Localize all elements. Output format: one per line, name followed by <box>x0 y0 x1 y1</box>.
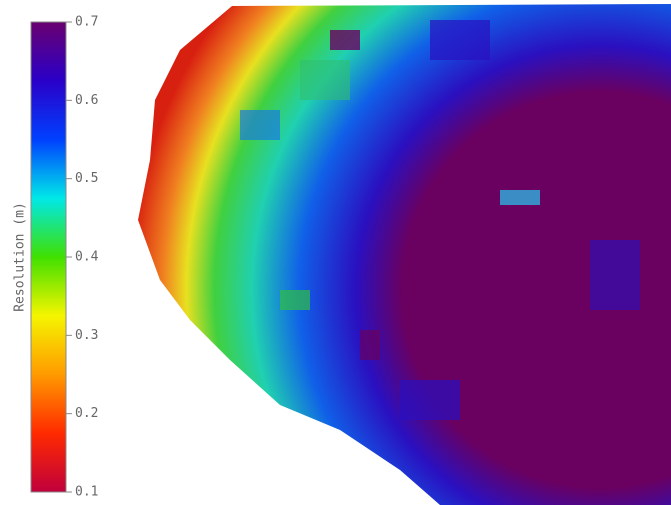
resolution-map <box>138 4 671 505</box>
tick-label: 0.6 <box>75 93 98 108</box>
tick-label: 0.4 <box>75 250 99 265</box>
tick-label: 0.2 <box>75 406 98 421</box>
tick-label: 0.1 <box>75 485 98 500</box>
colorbar-label: Resolution (m) <box>13 202 28 312</box>
tick-label: 0.7 <box>75 15 98 30</box>
colorbar <box>30 21 67 493</box>
tick-label: 0.3 <box>75 328 98 343</box>
tick-label: 0.5 <box>75 171 98 186</box>
